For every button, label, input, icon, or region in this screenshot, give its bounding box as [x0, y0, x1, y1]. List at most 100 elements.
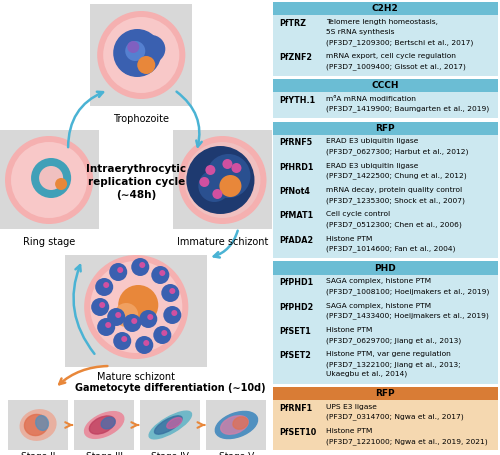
FancyBboxPatch shape — [272, 79, 498, 92]
FancyBboxPatch shape — [272, 15, 498, 76]
Text: PfNot4: PfNot4 — [279, 187, 310, 196]
Circle shape — [152, 266, 170, 284]
FancyBboxPatch shape — [272, 274, 498, 384]
Text: Histone PTM: Histone PTM — [326, 236, 373, 242]
Circle shape — [95, 278, 113, 296]
Text: Ring stage: Ring stage — [23, 237, 75, 247]
Circle shape — [206, 165, 216, 175]
Text: mRNA decay, protein quality control: mRNA decay, protein quality control — [326, 187, 462, 193]
Circle shape — [109, 263, 127, 281]
Circle shape — [135, 336, 154, 354]
Text: PfSET10: PfSET10 — [279, 428, 316, 437]
Circle shape — [138, 35, 166, 63]
Text: (PF3D7_1419900; Baumgarten et al., 2019): (PF3D7_1419900; Baumgarten et al., 2019) — [326, 106, 490, 112]
Ellipse shape — [101, 417, 116, 429]
Text: Stage II: Stage II — [21, 452, 56, 455]
FancyBboxPatch shape — [0, 130, 99, 229]
Text: (PF3D7_1322100; Jiang et al., 2013;: (PF3D7_1322100; Jiang et al., 2013; — [326, 361, 461, 368]
Text: ERAD E3 ubiquitin ligase: ERAD E3 ubiquitin ligase — [326, 138, 419, 144]
Text: (PF3D7_1014600; Fan et al., 2004): (PF3D7_1014600; Fan et al., 2004) — [326, 246, 456, 253]
Circle shape — [113, 332, 131, 350]
Text: C2H2: C2H2 — [372, 5, 398, 13]
Ellipse shape — [24, 415, 48, 435]
Circle shape — [131, 258, 150, 276]
Circle shape — [138, 56, 156, 74]
Text: PfPHD1: PfPHD1 — [279, 278, 314, 287]
Ellipse shape — [36, 415, 49, 430]
Ellipse shape — [216, 411, 258, 439]
Circle shape — [91, 298, 109, 316]
Circle shape — [212, 189, 222, 199]
Circle shape — [84, 255, 188, 359]
Circle shape — [121, 336, 127, 342]
Text: Histone PTM: Histone PTM — [326, 327, 373, 333]
Circle shape — [119, 51, 144, 75]
Text: (PF3D7_0627300; Harbut et al., 2012): (PF3D7_0627300; Harbut et al., 2012) — [326, 148, 469, 155]
Circle shape — [55, 178, 67, 190]
FancyBboxPatch shape — [272, 2, 498, 15]
FancyBboxPatch shape — [74, 400, 134, 450]
Circle shape — [140, 310, 158, 328]
Text: PfRNF5: PfRNF5 — [279, 138, 312, 147]
Ellipse shape — [220, 416, 248, 434]
Text: (PF3D7_1433400; Hoeijmakers et al., 2019): (PF3D7_1433400; Hoeijmakers et al., 2019… — [326, 313, 490, 319]
Text: m⁶A mRNA modification: m⁶A mRNA modification — [326, 96, 416, 102]
Text: Mature schizont: Mature schizont — [97, 372, 175, 382]
Circle shape — [131, 318, 138, 324]
FancyBboxPatch shape — [8, 400, 68, 450]
Circle shape — [123, 314, 142, 332]
Text: Cell cycle control: Cell cycle control — [326, 212, 390, 217]
Text: PfHRD1: PfHRD1 — [279, 163, 314, 172]
Ellipse shape — [149, 411, 192, 439]
Circle shape — [232, 163, 241, 173]
Circle shape — [97, 318, 115, 336]
Circle shape — [107, 308, 125, 326]
FancyBboxPatch shape — [90, 4, 192, 106]
Circle shape — [5, 136, 93, 224]
FancyBboxPatch shape — [174, 130, 272, 229]
FancyBboxPatch shape — [206, 400, 266, 450]
Text: mRNA export, cell cycle regulation: mRNA export, cell cycle regulation — [326, 53, 456, 59]
Text: UPS E3 ligase: UPS E3 ligase — [326, 404, 378, 410]
Text: PfSET2: PfSET2 — [279, 351, 311, 360]
FancyBboxPatch shape — [272, 121, 498, 135]
Circle shape — [172, 310, 177, 316]
Circle shape — [31, 158, 71, 198]
Circle shape — [99, 302, 105, 308]
Circle shape — [198, 170, 230, 202]
FancyBboxPatch shape — [272, 135, 498, 258]
FancyBboxPatch shape — [272, 92, 498, 118]
Ellipse shape — [154, 416, 182, 434]
Text: Intraerythrocytic
replication cycle
(∼48h): Intraerythrocytic replication cycle (∼48… — [86, 164, 186, 200]
Circle shape — [127, 41, 140, 53]
Text: SAGA complex, histone PTM: SAGA complex, histone PTM — [326, 278, 432, 284]
Circle shape — [200, 177, 209, 187]
Text: PHD: PHD — [374, 263, 396, 273]
FancyBboxPatch shape — [272, 387, 498, 400]
Circle shape — [125, 41, 146, 61]
Circle shape — [160, 270, 166, 276]
Text: Gametocyte differentiation (∼10d): Gametocyte differentiation (∼10d) — [75, 383, 266, 393]
FancyBboxPatch shape — [65, 255, 208, 367]
Text: (PF3D7_1209300; Bertschi et al., 2017): (PF3D7_1209300; Bertschi et al., 2017) — [326, 39, 474, 46]
Circle shape — [97, 11, 186, 99]
Circle shape — [184, 142, 260, 218]
Circle shape — [114, 303, 138, 327]
Text: Telomere length homeostasis,: Telomere length homeostasis, — [326, 19, 438, 25]
Circle shape — [162, 284, 180, 302]
Text: Trophozoite: Trophozoite — [114, 114, 170, 124]
Circle shape — [220, 175, 242, 197]
Circle shape — [148, 314, 154, 320]
Circle shape — [90, 261, 182, 353]
Circle shape — [162, 330, 168, 336]
Circle shape — [113, 29, 162, 77]
Text: Immature schizont: Immature schizont — [176, 237, 268, 247]
Text: Histone PTM, var gene regulation: Histone PTM, var gene regulation — [326, 351, 452, 357]
Text: Stage V: Stage V — [219, 452, 254, 455]
FancyBboxPatch shape — [272, 400, 498, 450]
Text: PfADA2: PfADA2 — [279, 236, 314, 245]
Text: PfSET1: PfSET1 — [279, 327, 311, 336]
Text: Histone PTM: Histone PTM — [326, 428, 373, 434]
Text: PfRNF1: PfRNF1 — [279, 404, 312, 413]
Ellipse shape — [167, 418, 182, 429]
